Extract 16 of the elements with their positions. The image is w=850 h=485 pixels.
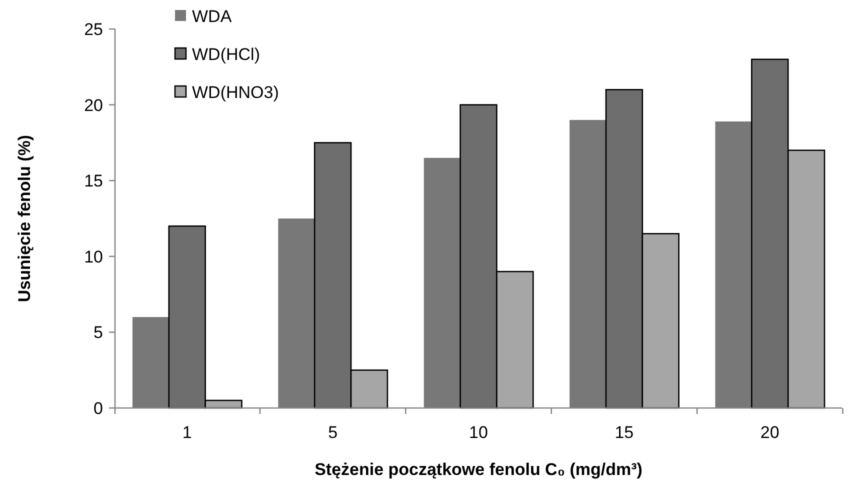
- legend-label: WD(HNO3): [192, 82, 279, 102]
- x-tick-label: 10: [469, 423, 488, 442]
- y-tick-label: 10: [84, 247, 103, 266]
- y-tick-label: 25: [84, 20, 103, 39]
- x-tick-label: 1: [182, 423, 192, 442]
- x-tick-label: 15: [614, 423, 634, 442]
- x-tick-label: 5: [328, 423, 338, 442]
- y-tick-label: 15: [84, 172, 103, 191]
- y-tick-label: 0: [94, 398, 103, 418]
- y-tick-label: 20: [84, 96, 103, 115]
- y-axis-title: Usunięcie fenolu (%): [15, 134, 34, 302]
- x-tick-label: 20: [760, 423, 780, 442]
- y-tick-label: 5: [94, 323, 103, 342]
- legend-label: WD(HCl): [192, 44, 260, 64]
- legend-label: WDA: [192, 6, 232, 26]
- x-axis-title: Stężenie początkowe fenolu C₀ (mg/dm³): [314, 460, 642, 479]
